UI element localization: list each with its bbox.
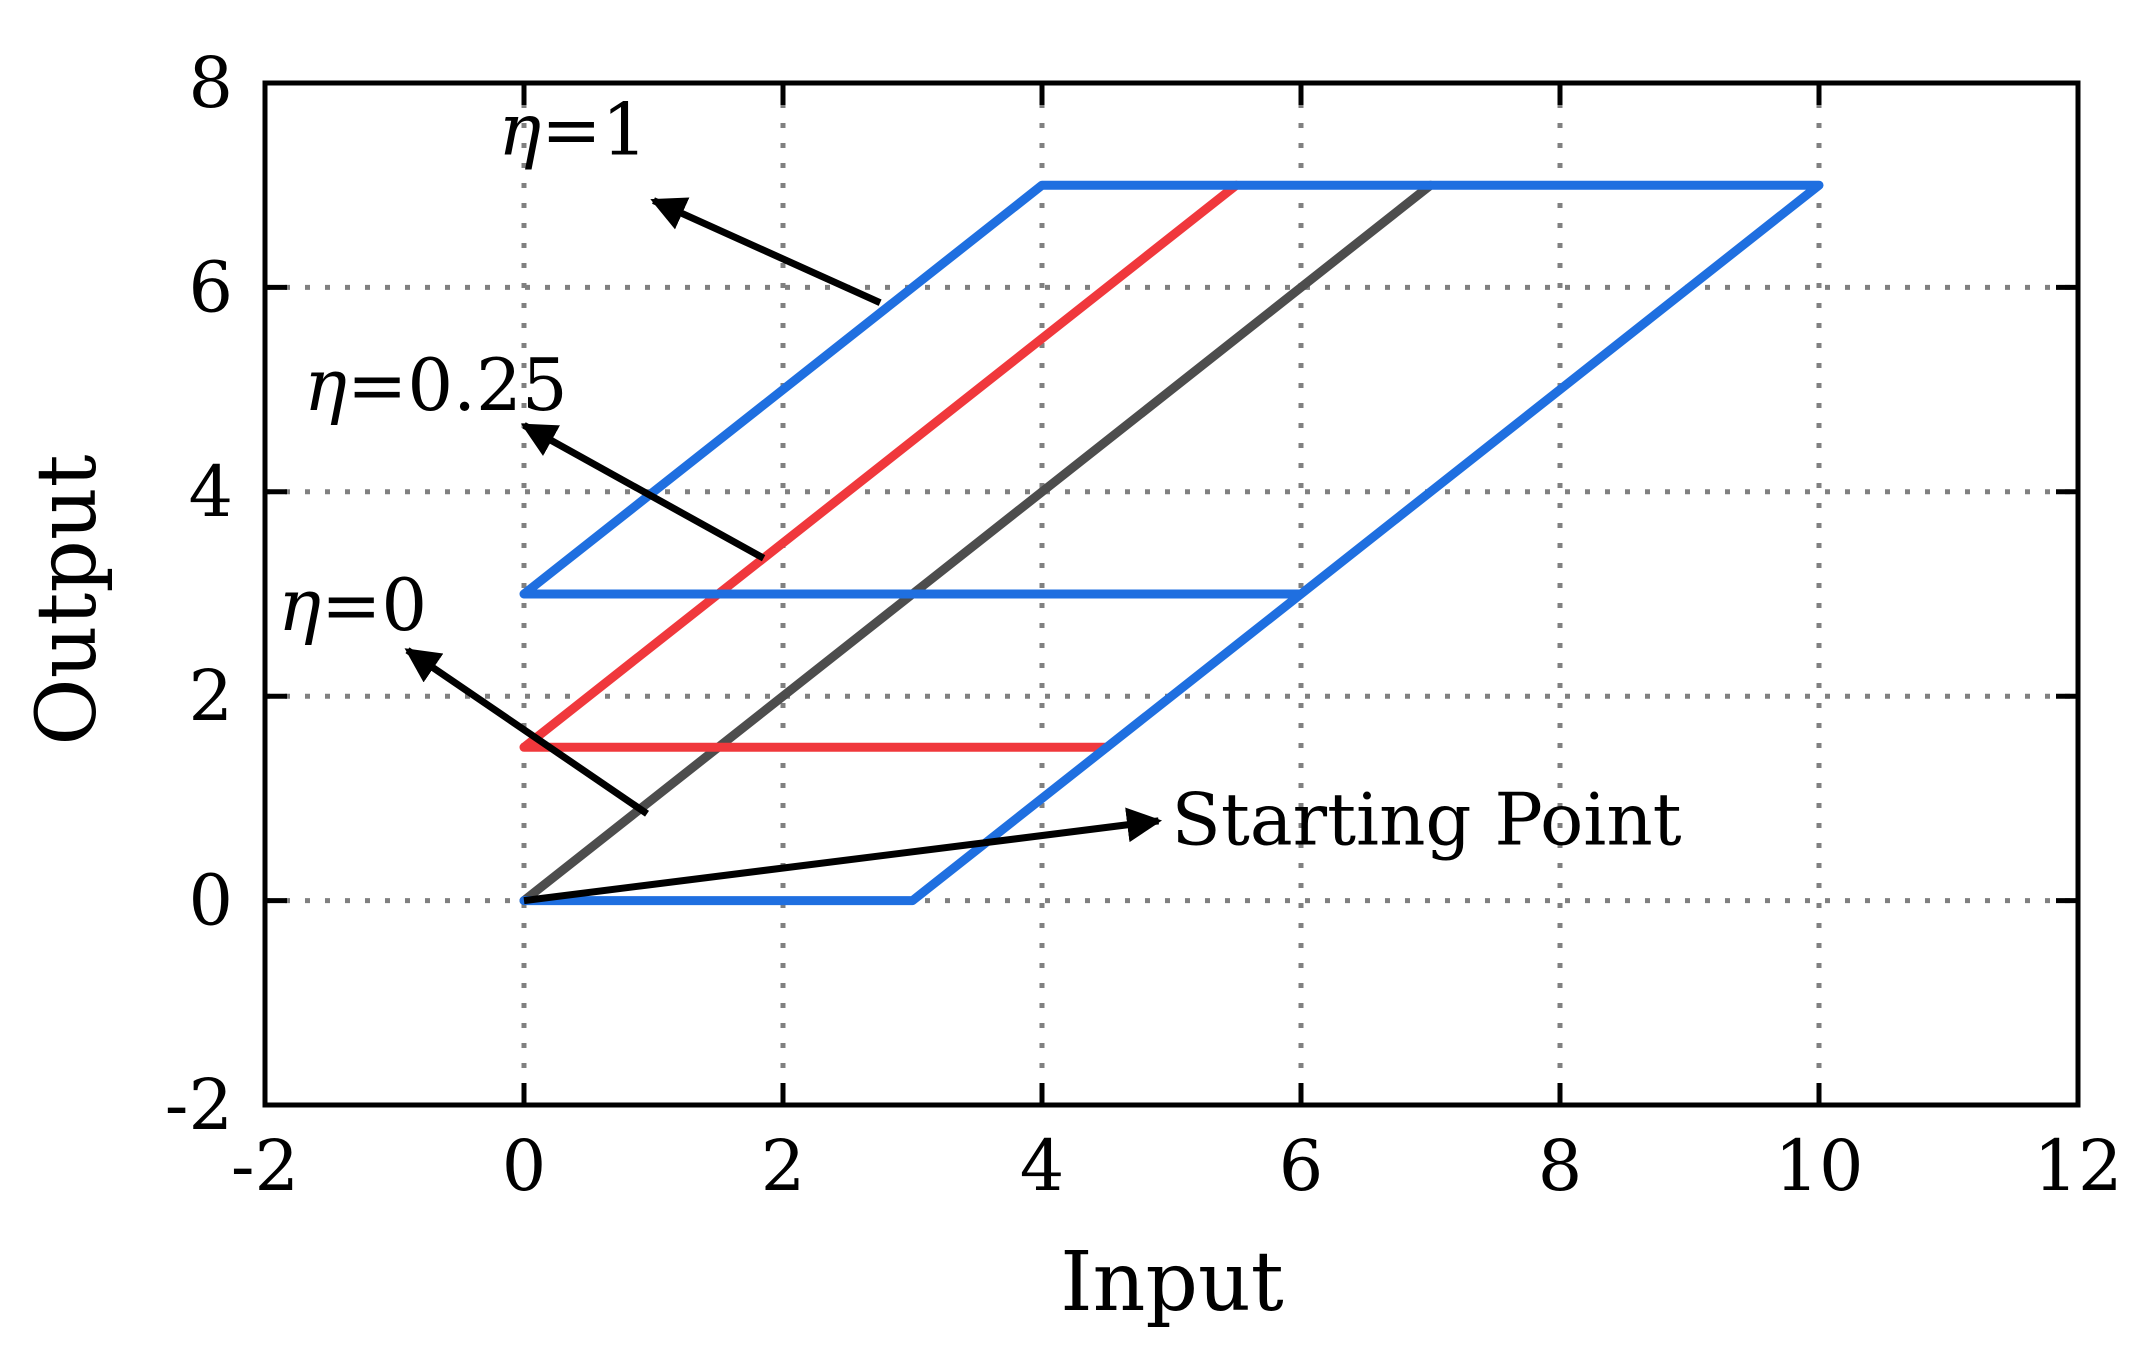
- plot-frame: [262, 80, 2081, 1108]
- y-axis-title: Output: [20, 454, 115, 745]
- annotation-arrow-0: [650, 197, 882, 306]
- annotation-arrow-3: [523, 807, 1163, 905]
- annotation-label-1: η=0.25: [304, 343, 568, 427]
- y-tick-label-1: 0: [188, 860, 233, 942]
- y-tick-label-2: 2: [188, 655, 233, 737]
- x-tick-label-4: 6: [1279, 1125, 1324, 1207]
- annotation-value-3: Starting Point: [1172, 777, 1682, 861]
- axes: [262, 80, 2081, 1108]
- annotation-value-0: =1: [541, 88, 647, 172]
- series-line-1: [519, 180, 1241, 752]
- annotation-value-1: =0.25: [347, 343, 568, 427]
- x-tick-label-3: 4: [1020, 1125, 1065, 1207]
- x-tick-label-6: 10: [1774, 1125, 1863, 1207]
- tick-labels: -2 0 2 4 6 8 10 12 -2 0 2 4 6 8: [165, 42, 2123, 1207]
- annotation-symbol-2: η: [278, 563, 321, 647]
- x-tick-label-2: 2: [761, 1125, 806, 1207]
- y-tick-label-4: 6: [188, 246, 233, 328]
- x-tick-label-1: 0: [502, 1125, 547, 1207]
- annotation-label-2: η=0: [278, 563, 427, 647]
- annotation-symbol-0: η: [498, 88, 541, 172]
- annotation-symbol-1: η: [304, 343, 347, 427]
- annotation-label-3: Starting Point: [1172, 777, 1682, 861]
- series-line-2: [519, 180, 1824, 906]
- series-group: [519, 180, 1824, 906]
- x-axis-title: Input: [1060, 1235, 1284, 1330]
- annotation-arrow-2: [404, 647, 649, 817]
- x-tick-label-7: 12: [2033, 1125, 2122, 1207]
- y-tick-label-5: 8: [188, 42, 233, 124]
- y-tick-label-3: 4: [188, 451, 233, 533]
- x-tick-label-0: -2: [231, 1125, 299, 1207]
- annotation-label-0: η=1: [498, 88, 647, 172]
- x-tick-label-5: 8: [1538, 1125, 1583, 1207]
- y-tick-label-0: -2: [165, 1064, 233, 1146]
- annotation-arrow-1: [520, 422, 766, 562]
- annotation-value-2: =0: [321, 563, 427, 647]
- series-line-0: [519, 180, 1435, 906]
